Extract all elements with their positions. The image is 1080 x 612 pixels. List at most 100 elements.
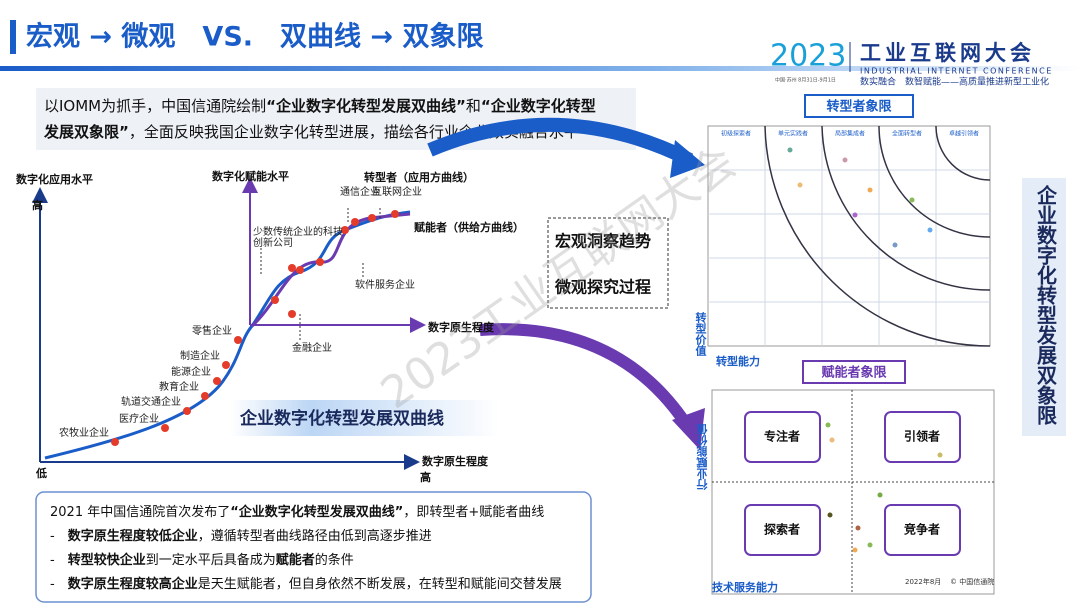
dot [201,392,209,400]
inner-label: 软件服务企业 [355,278,415,291]
adopter-label: 教育企业 [159,380,199,393]
purple-arrow-head [672,408,705,450]
intro-line: 以IOMM为抓手，中国信通院绘制“企业数字化转型发展双曲线”和“企业数字化转型 [44,97,596,115]
text-part: ，即转型者+赋能者曲线 [403,505,544,520]
purple-arrow [479,323,696,434]
circle [867,187,873,193]
blue-arrow [427,117,694,167]
dot [368,214,376,222]
circle [797,182,803,188]
side-box [1022,178,1066,436]
focus-line: 微观探究过程 [554,278,651,297]
adopter-label: 制造企业 [180,349,220,362]
focus-line: 宏观洞察趋势 [555,232,651,251]
logo-place: 中国·苏州 8月31日-9月1日 [775,77,836,84]
eq-box [884,504,961,556]
tq-title-box [804,94,914,118]
y-high: 高 [32,198,43,212]
text-part: 2021 年中国信通院首次发布了 [50,504,230,520]
blue-arrow-head [670,140,705,178]
circle [852,212,858,218]
circle [937,452,943,458]
label-part: 少数传统企业的科技 [253,225,343,238]
dot [161,424,169,432]
logo-en: INDUSTRIAL INTERNET CONFERENCE [860,67,1053,76]
logo-year: 2023 [770,39,846,74]
text-part: 到一定水平后具备成为 [146,552,276,568]
text-part: - [50,529,68,544]
inner-label: 少数传统企业的科技创新公司 [253,225,343,249]
adopter-label: 医疗企业 [119,412,159,425]
enabler-quadrant: 赋能者象限 专注者 引领者 探索者 竞争者 行业赋能价值 技术服务能力 2022… [696,360,995,595]
eq-label: 竞争者 [904,522,940,537]
circle [867,542,873,548]
tq-column: 单元实践者 [778,130,808,138]
circle [892,242,898,248]
summary-line: - 数字原生程度较高企业是天生赋能者，但自身依然不断发展，在转型和赋能间交替发展 [50,576,562,592]
eq-title-box [802,360,906,384]
text-part: 和 [466,97,481,115]
eq-date: 2022年8月 [905,577,941,586]
x-label: 数字原生程度 [422,454,489,468]
slogan: 数实融合 数智赋能——高质量推进新型工业化 [860,76,1049,88]
header-rule [0,66,1080,71]
focus-box [547,217,669,309]
eq-y-label: 行业赋能价值 [696,423,710,491]
dot [222,361,230,369]
dot [351,218,359,226]
text-part: - [50,577,68,592]
eq-label: 引领者 [904,429,940,444]
dot [111,438,119,446]
circle [825,422,831,428]
enabler-label: 赋能者（供给方曲线） [414,220,524,234]
circle [787,147,793,153]
text-part: 以IOMM为抓手，中国信通院绘制 [44,97,266,115]
dot [271,296,279,304]
text-part: 发展双象限” [43,123,129,141]
text-part: “企业数字化转型 [481,97,596,115]
text-part: “企业数字化转型发展双曲线” [230,504,403,520]
tq-column: 卓越引领者 [949,130,979,138]
eq-box [744,504,821,556]
eq-x-label: 技术服务能力 [712,580,778,594]
inner-label: 互联网企业 [372,185,422,198]
dot [296,266,304,274]
y-label: 数字化应用水平 [16,172,93,186]
eq-cross [712,390,994,594]
title-bar [10,20,16,54]
inner-label: 通信企业 [340,185,380,198]
transformer-label: 转型者（应用方曲线） [364,170,474,184]
summary-line: - 转型较快企业到一定水平后具备成为赋能者的条件 [50,552,354,568]
curve-chart: 数字化应用水平 高 低 数字原生程度 高 数字化赋能水平 数字原生程度 转型者（… [16,169,524,484]
adopter-label: 轨道交通企业 [121,395,181,408]
adopter-label: 能源企业 [171,365,211,378]
transformer-quadrant: 转型者象限 初级探索者 单元实践者 局部集成者 全面转型者 卓越引领者 转型价值 转型能… [694,94,991,368]
dot [288,264,296,272]
eq-label: 专注者 [764,429,800,444]
dot [341,226,349,234]
title: 宏观 → 微观 VS. 双曲线 → 双象限 [26,21,483,53]
tq-columns: 初级探索者 单元实践者 局部集成者 全面转型者 卓越引领者 [721,130,979,138]
circle [827,512,833,518]
eq-label: 探索者 [764,522,800,537]
inner-x-label: 数字原生程度 [428,320,495,334]
circle [909,197,915,203]
dot [234,336,242,344]
tq-y-label: 转型价值 [694,311,707,357]
label-part: 创新公司 [253,236,293,249]
summary-box [35,491,592,603]
eq-title: 赋能者象限 [821,365,887,381]
text-part: 是天生赋能者，但自身依然不断发展，在转型和赋能间交替发展 [198,576,562,592]
y-low: 低 [35,466,47,480]
dot [316,258,324,266]
tq-column: 初级探索者 [721,130,751,138]
tq-panel [707,125,991,347]
tq-arcs [764,125,991,347]
text-part: 数字原生程度较低企业 [68,528,198,544]
dot [213,377,221,385]
tq-column: 全面转型者 [892,130,922,138]
x-high: 高 [420,470,431,484]
